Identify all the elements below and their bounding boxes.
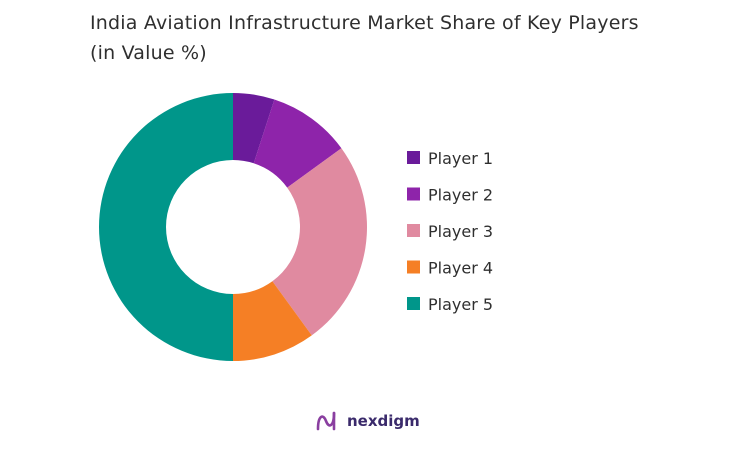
legend-label-5: Player 5 — [428, 295, 493, 314]
slice-player-2 — [253, 99, 342, 188]
legend-swatch-1 — [407, 151, 420, 164]
legend-label-4: Player 4 — [428, 259, 493, 278]
legend-swatch-3 — [407, 224, 420, 237]
donut-slices — [99, 93, 367, 361]
chart-legend: Player 1 Player 2 Player 3 Player 4 Player 5 — [407, 149, 493, 314]
legend-label-2: Player 2 — [428, 186, 493, 205]
chart-title: India Aviation Infrastructure Market Sha… — [90, 12, 639, 64]
legend-swatch-5 — [407, 297, 420, 310]
legend-label-1: Player 1 — [428, 149, 493, 168]
slice-player-4 — [233, 281, 312, 361]
brand-logo: nexdigm — [315, 408, 420, 434]
slice-player-3 — [272, 148, 367, 336]
legend-label-3: Player 3 — [428, 222, 493, 241]
brand-name: nexdigm — [347, 412, 420, 430]
legend-swatch-4 — [407, 260, 420, 274]
slice-player-1 — [233, 93, 275, 164]
legend-swatch-2 — [407, 187, 420, 201]
nexdigm-logo-icon — [316, 411, 336, 431]
slice-player-5 — [99, 93, 233, 361]
